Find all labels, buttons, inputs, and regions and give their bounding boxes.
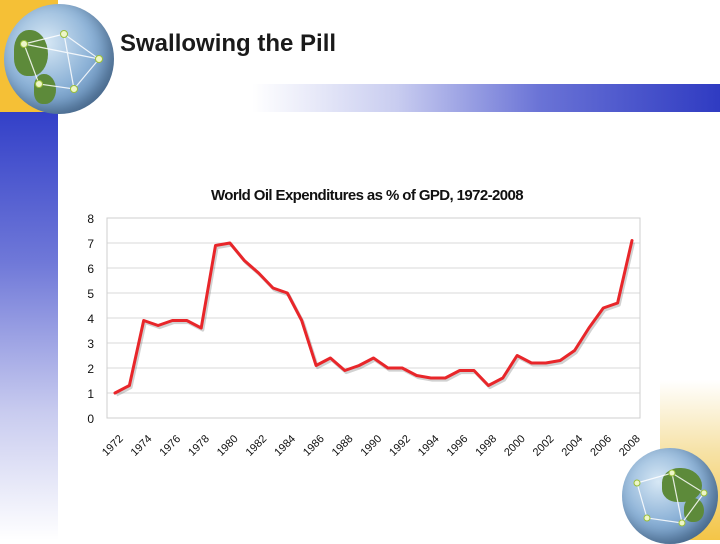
line-chart: World Oil Expenditures as % of GPD, 1972… <box>80 178 660 478</box>
y-tick-label: 7 <box>87 237 94 251</box>
y-tick-label: 1 <box>87 387 94 401</box>
x-tick-label: 1982 <box>244 433 270 459</box>
x-tick-label: 2008 <box>617 433 643 459</box>
y-tick-label: 3 <box>87 337 94 351</box>
series-line-shadow <box>117 243 634 396</box>
x-tick-label: 1992 <box>387 433 413 459</box>
grid-lines <box>107 243 640 393</box>
x-tick-label: 1972 <box>100 433 126 459</box>
left-gradient-bar <box>0 112 58 540</box>
y-tick-label: 4 <box>87 312 94 326</box>
x-tick-label: 2006 <box>588 433 614 459</box>
y-tick-label: 6 <box>87 262 94 276</box>
series-line <box>115 241 632 394</box>
x-tick-label: 1974 <box>129 433 155 459</box>
globe-logo-icon <box>4 4 114 114</box>
y-tick-label: 0 <box>87 412 94 426</box>
x-tick-label: 2004 <box>560 433 586 459</box>
x-tick-label: 1994 <box>416 433 442 459</box>
x-tick-label: 1976 <box>157 433 183 459</box>
x-tick-label: 1998 <box>473 433 499 459</box>
chart-title: World Oil Expenditures as % of GPD, 1972… <box>211 187 523 204</box>
y-axis-ticks: 0 1 2 3 4 5 6 7 8 <box>87 212 94 426</box>
x-tick-label: 1984 <box>272 433 298 459</box>
x-tick-label: 1986 <box>301 433 327 459</box>
x-tick-label: 1990 <box>358 433 384 459</box>
x-tick-label: 1978 <box>186 433 212 459</box>
chart-canvas: World Oil Expenditures as % of GPD, 1972… <box>80 178 660 478</box>
slide-title: Swallowing the Pill <box>120 30 336 58</box>
x-tick-label: 1996 <box>445 433 471 459</box>
y-tick-label: 8 <box>87 212 94 226</box>
x-tick-label: 1988 <box>330 433 356 459</box>
x-tick-label: 1980 <box>215 433 241 459</box>
x-tick-label: 2002 <box>531 433 557 459</box>
x-tick-label: 2000 <box>502 433 528 459</box>
y-tick-label: 2 <box>87 362 94 376</box>
y-tick-label: 5 <box>87 287 94 301</box>
